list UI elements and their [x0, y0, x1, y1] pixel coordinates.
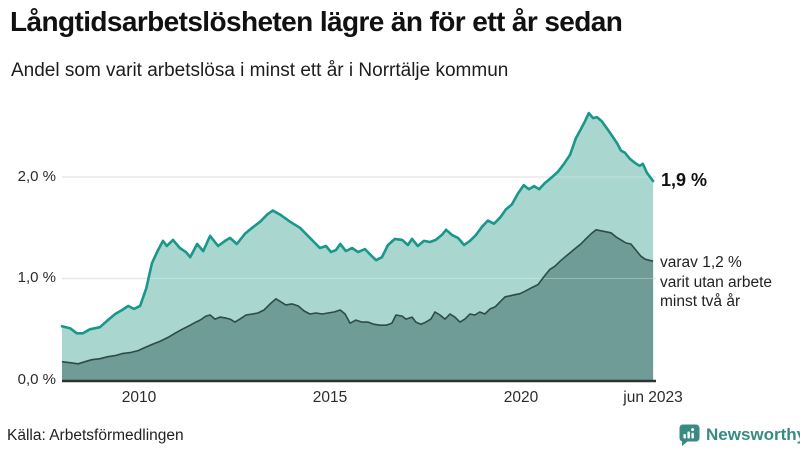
- latest-value-label: 1,9 %: [661, 170, 708, 190]
- page-title: Långtidsarbetslösheten lägre än för ett …: [10, 6, 623, 37]
- two-year-annotation-line-3: minst två år: [660, 293, 741, 310]
- y-axis-tick-1: 1,0 %: [17, 269, 56, 286]
- newsworthy-logo[interactable]: Newsworthy: [678, 424, 800, 446]
- newsworthy-logo-text: Newsworthy: [706, 425, 800, 444]
- x-axis-tick-jun-2023: jun 2023: [623, 389, 683, 406]
- chart-subtitle: Andel som varit arbetslösa i minst ett å…: [11, 60, 509, 81]
- y-axis-tick-2: 2,0 %: [17, 168, 56, 185]
- two-year-annotation: varav 1,2 % varit utan arbete minst två …: [660, 253, 795, 312]
- x-axis-tick-2020: 2020: [503, 389, 539, 406]
- series-line-total: [60, 111, 655, 335]
- y-axis-tick-0: 0,0 %: [17, 371, 56, 388]
- newsworthy-logo-icon: [679, 424, 700, 446]
- series-area-two-years: [62, 229, 654, 380]
- source-text: Källa: Arbetsförmedlingen: [7, 427, 184, 444]
- two-year-annotation-line-1: varav 1,2 %: [660, 254, 742, 271]
- x-axis-tick-2010: 2010: [121, 389, 157, 406]
- x-axis-tick-2015: 2015: [312, 389, 348, 406]
- series-line-two-years: [61, 229, 654, 365]
- two-year-annotation-line-2: varit utan arbete: [660, 273, 773, 291]
